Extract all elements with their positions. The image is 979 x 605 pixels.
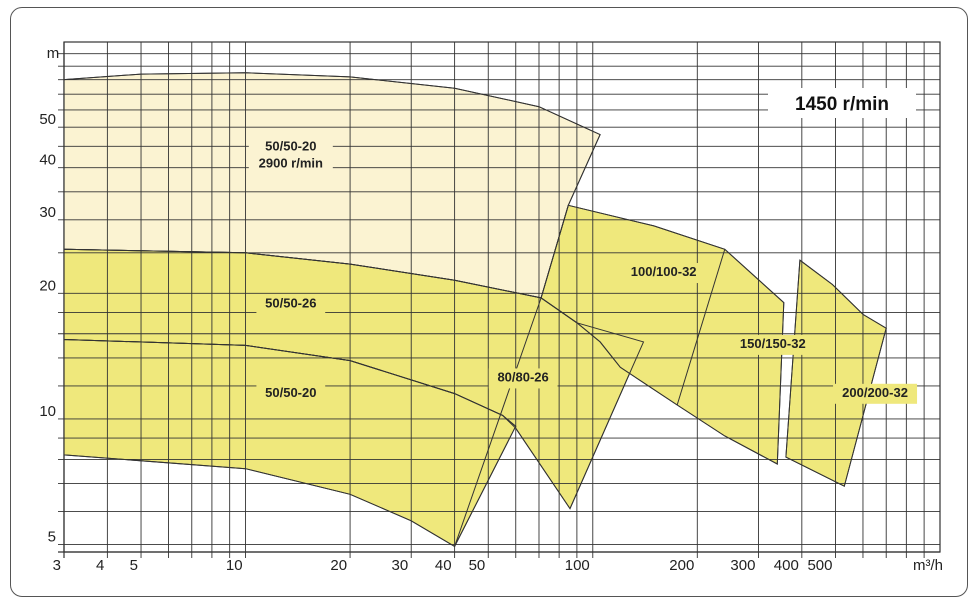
y-tick-label: 20	[39, 277, 56, 294]
x-tick-label: 30	[392, 557, 409, 574]
x-tick-label: 20	[330, 557, 347, 574]
region-5	[785, 259, 887, 487]
speed-label-background	[768, 88, 916, 118]
x-unit-label: m³/h	[913, 557, 943, 574]
x-tick-label: 400	[774, 557, 799, 574]
x-tick-label: 100	[565, 557, 590, 574]
x-tick-label: 3	[53, 557, 61, 574]
region-label: 80/80-26	[497, 369, 548, 384]
x-tick-label: 300	[730, 557, 755, 574]
region-label: 100/100-32	[631, 264, 697, 279]
region-label: 200/200-32	[842, 385, 908, 400]
y-tick-label: 40	[39, 152, 56, 169]
y-tick-label: 10	[39, 403, 56, 420]
region-separator	[454, 297, 542, 547]
x-tick-label: 50	[469, 557, 486, 574]
region-outline	[63, 338, 517, 548]
region-label: 50/50-20	[265, 138, 316, 153]
x-tick-label: 10	[226, 557, 243, 574]
region-label-bg	[256, 294, 326, 315]
pump-regions	[63, 72, 887, 548]
y-tick-label: 30	[39, 204, 56, 221]
x-tick-label: 40	[435, 557, 452, 574]
region-label: 50/50-20	[265, 385, 316, 400]
region-label-bg	[248, 137, 333, 174]
region-outline	[540, 204, 785, 465]
region-label-bg	[833, 383, 918, 404]
region-label: 50/50-26	[265, 295, 316, 310]
x-tick-label: 500	[807, 557, 832, 574]
axis-ticks: 3 4 5 10 20 30 40 50 100 200 300 400 500 5 10 20 30 40 50	[39, 111, 832, 574]
speed-label: 1450 r/min	[795, 94, 889, 115]
region-label-bg	[488, 368, 558, 389]
region-label: 150/150-32	[740, 336, 806, 351]
region-label-bg	[256, 383, 326, 404]
region-labels: 50/50-20 2900 r/min 50/50-26 50/50-20 80/80-…	[248, 137, 918, 404]
region-outline	[785, 259, 887, 487]
grid-overlay	[58, 42, 940, 558]
region-label-bg	[621, 263, 706, 284]
y-unit-label: m	[47, 45, 60, 62]
region-label-bg	[730, 334, 815, 355]
region-label: 2900 r/min	[259, 155, 323, 170]
x-tick-label: 200	[669, 557, 694, 574]
region-separator	[676, 249, 726, 406]
y-tick-label: 5	[48, 529, 56, 546]
x-tick-label: 4	[96, 557, 104, 574]
x-tick-label: 5	[130, 557, 138, 574]
y-tick-label: 50	[39, 111, 56, 128]
